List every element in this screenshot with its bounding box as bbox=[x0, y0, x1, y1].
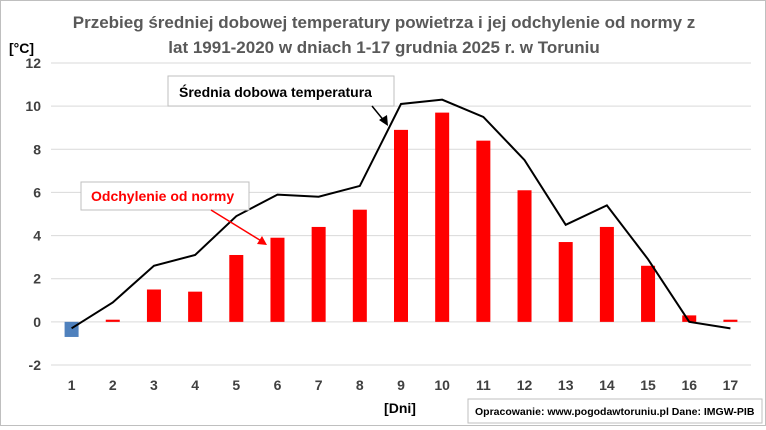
bar bbox=[229, 254, 244, 322]
x-tick-label: 11 bbox=[476, 377, 491, 393]
y-tick-label: 4 bbox=[33, 228, 41, 244]
bar bbox=[188, 291, 203, 322]
bar bbox=[394, 129, 408, 322]
x-tick-label: 7 bbox=[315, 377, 323, 393]
x-tick-label: 15 bbox=[640, 377, 656, 393]
bar bbox=[517, 190, 532, 322]
y-tick-label: 8 bbox=[33, 141, 41, 157]
bar bbox=[599, 226, 614, 322]
x-tick-label: 14 bbox=[599, 377, 615, 393]
y-tick-label: 0 bbox=[33, 314, 41, 330]
line-annotation: Średnia dobowa temperatura bbox=[167, 75, 395, 126]
source-box: Opracowanie: www.pogodawtoruniu.pl Dane:… bbox=[467, 398, 763, 424]
x-tick-label: 17 bbox=[723, 377, 739, 393]
bar bbox=[641, 265, 656, 322]
bar bbox=[558, 242, 573, 322]
y-axis-label: [°C] bbox=[9, 40, 34, 56]
x-tick-label: 10 bbox=[434, 377, 450, 393]
x-tick-label: 13 bbox=[558, 377, 574, 393]
bar bbox=[723, 319, 738, 322]
bar bbox=[311, 226, 326, 322]
x-tick-label: 16 bbox=[681, 377, 697, 393]
x-tick-label: 3 bbox=[150, 377, 158, 393]
x-tick-label: 6 bbox=[274, 377, 282, 393]
bars-layer bbox=[64, 112, 738, 337]
y-tick-label: -2 bbox=[29, 357, 42, 373]
x-tick-label: 9 bbox=[397, 377, 405, 393]
x-tick-label: 5 bbox=[232, 377, 240, 393]
x-tick-label: 1 bbox=[68, 377, 76, 393]
bar bbox=[682, 315, 697, 322]
y-tick-label: 2 bbox=[33, 271, 41, 287]
bar bbox=[435, 112, 450, 322]
y-tick-label: 12 bbox=[25, 55, 41, 71]
x-axis-label: [Dni] bbox=[384, 400, 416, 416]
x-tick-label: 2 bbox=[109, 377, 117, 393]
bar-annotation-arrowhead bbox=[257, 236, 267, 245]
bar bbox=[352, 209, 367, 322]
bar bbox=[105, 319, 120, 322]
chart-title-line-2: lat 1991-2020 w dniach 1-17 grudnia 2025… bbox=[168, 38, 599, 57]
series-line bbox=[71, 98, 731, 330]
line-annotation-text: Średnia dobowa temperatura bbox=[179, 83, 372, 100]
x-tick-label: 12 bbox=[517, 377, 533, 393]
x-tick-label: 4 bbox=[191, 377, 199, 393]
line-layer bbox=[71, 98, 731, 330]
line-annotation-box bbox=[167, 75, 395, 107]
bar bbox=[476, 140, 491, 322]
source-box-frame bbox=[467, 398, 763, 424]
bar-annotation-text: Odchylenie od normy bbox=[91, 188, 234, 204]
line-annotation-arrowhead bbox=[379, 115, 388, 126]
chart-title-line-1: Przebieg średniej dobowej temperatury po… bbox=[73, 13, 696, 32]
y-tick-label: 6 bbox=[33, 184, 41, 200]
bar bbox=[270, 237, 285, 322]
bar-annotation: Odchylenie od normy bbox=[80, 181, 267, 245]
source-text: Opracowanie: www.pogodawtoruniu.pl Dane:… bbox=[475, 406, 755, 418]
x-tick-label: 8 bbox=[356, 377, 364, 393]
bar-annotation-box bbox=[80, 181, 250, 211]
bar-annotation-arrow bbox=[210, 209, 264, 243]
bar bbox=[146, 289, 161, 322]
y-tick-label: 10 bbox=[25, 98, 41, 114]
